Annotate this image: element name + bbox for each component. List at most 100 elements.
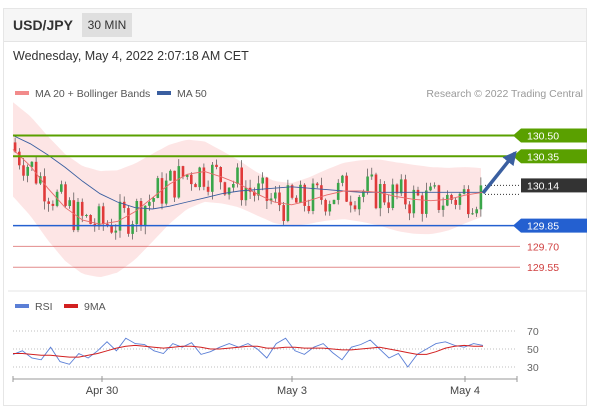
candle-body — [395, 184, 399, 194]
candle-body — [433, 185, 436, 187]
candle-body — [85, 215, 88, 216]
candle-body — [227, 187, 231, 195]
timeframe-button[interactable]: 30 MIN — [82, 13, 132, 37]
level-support-label: 129.70 — [527, 241, 559, 253]
candle-body — [114, 230, 118, 233]
candle-body — [72, 200, 76, 231]
candle-body — [425, 190, 428, 214]
candle-body — [131, 224, 134, 234]
level-pivot-tag-pointer — [513, 218, 521, 233]
candle-body — [290, 185, 294, 198]
candle-body — [244, 187, 248, 201]
candle-body — [274, 192, 277, 199]
rsi-legend-swatch — [15, 304, 29, 308]
candle-body — [97, 206, 101, 227]
candle-body — [265, 177, 269, 201]
candle-body — [110, 225, 113, 233]
candle-body — [420, 195, 424, 214]
candle-body — [164, 180, 168, 204]
price-levels: 130.50 130.35 130.14 129.85 129.70 129.55 — [13, 128, 587, 274]
candle-body — [475, 209, 478, 214]
ma50-legend-swatch — [157, 91, 171, 95]
forecast-arrow — [481, 150, 517, 195]
candle-body — [236, 167, 239, 184]
candle-body — [13, 142, 17, 152]
x-tick-label: May 4 — [450, 385, 480, 397]
ma50-legend-label: MA 50 — [177, 88, 207, 100]
candle-body — [299, 184, 302, 203]
candle-body — [202, 167, 206, 187]
candle-body — [194, 184, 197, 188]
candle-body — [101, 206, 105, 224]
candle-body — [118, 201, 122, 231]
level-resistance-tag-pointer — [513, 128, 521, 143]
ma20-legend-label: MA 20 + Bollinger Bands — [35, 88, 150, 100]
candle-body — [223, 182, 227, 195]
candle-body — [89, 215, 92, 224]
credit-text: Research © 2022 Trading Central — [426, 88, 583, 100]
candle-body — [441, 205, 445, 210]
candle-body — [22, 165, 25, 176]
candle-body — [458, 193, 462, 205]
level-support-label: 129.55 — [527, 262, 559, 274]
candle-body — [349, 201, 353, 206]
level-pivot-label: 129.85 — [527, 221, 559, 233]
candle-body — [30, 161, 34, 167]
candle-body — [76, 201, 80, 231]
candle-body — [26, 166, 29, 176]
ma20-line — [12, 149, 484, 225]
candle-body — [122, 201, 126, 208]
rsi-line — [12, 337, 484, 368]
candle-body — [307, 206, 311, 212]
x-axis-ticks: Apr 30 May 3 May 4 — [12, 376, 518, 397]
rsi-tick-label: 50 — [527, 344, 539, 356]
rsi-legend-label: RSI — [35, 301, 53, 313]
candle-body — [51, 203, 55, 206]
candle-body — [261, 177, 264, 184]
candle-body — [206, 186, 210, 192]
chart-datetime: Wednesday, May 4, 2022 2:07:18 AM CET — [13, 49, 249, 63]
candle-body — [169, 170, 172, 181]
candle-body — [240, 167, 243, 201]
candle-body — [43, 176, 46, 202]
candle-body — [353, 205, 357, 210]
candle-body — [177, 166, 181, 198]
candle-body — [190, 174, 193, 185]
candle-body — [315, 183, 319, 186]
level-resistance-label: 130.50 — [527, 131, 559, 143]
candle-body — [160, 178, 164, 204]
candle-body — [374, 174, 378, 209]
level-pivot-tag — [521, 218, 587, 233]
candle-body — [143, 205, 147, 226]
level-last-price-tag — [521, 178, 587, 193]
candle-body — [211, 164, 214, 192]
candle-body — [332, 199, 336, 204]
candle-body — [269, 198, 273, 201]
candle-body — [454, 199, 457, 205]
candle-body — [185, 174, 189, 177]
candle-body — [152, 198, 155, 202]
level-resistance-tag — [521, 128, 587, 143]
candle-body — [471, 213, 474, 215]
candle-body — [429, 186, 432, 191]
candle-body — [341, 175, 344, 183]
rsi9ma-legend-swatch — [64, 304, 78, 308]
candle-body — [412, 189, 416, 214]
level-resistance-tag — [521, 149, 587, 164]
candle-body — [156, 178, 160, 198]
candle-body — [387, 202, 390, 208]
candle-body — [39, 176, 42, 184]
level-resistance-label: 130.35 — [527, 151, 559, 163]
candle-body — [399, 179, 403, 194]
candle-body — [18, 151, 21, 166]
candle-body — [278, 192, 281, 206]
candle-body — [60, 184, 63, 192]
candle-body — [345, 175, 348, 202]
candle-body — [311, 183, 315, 211]
candle-body — [320, 185, 323, 200]
rsi-tick-label: 70 — [527, 326, 539, 338]
level-last-price-label: 130.14 — [527, 180, 559, 192]
candle-body — [106, 223, 109, 225]
candle-body — [366, 176, 369, 192]
